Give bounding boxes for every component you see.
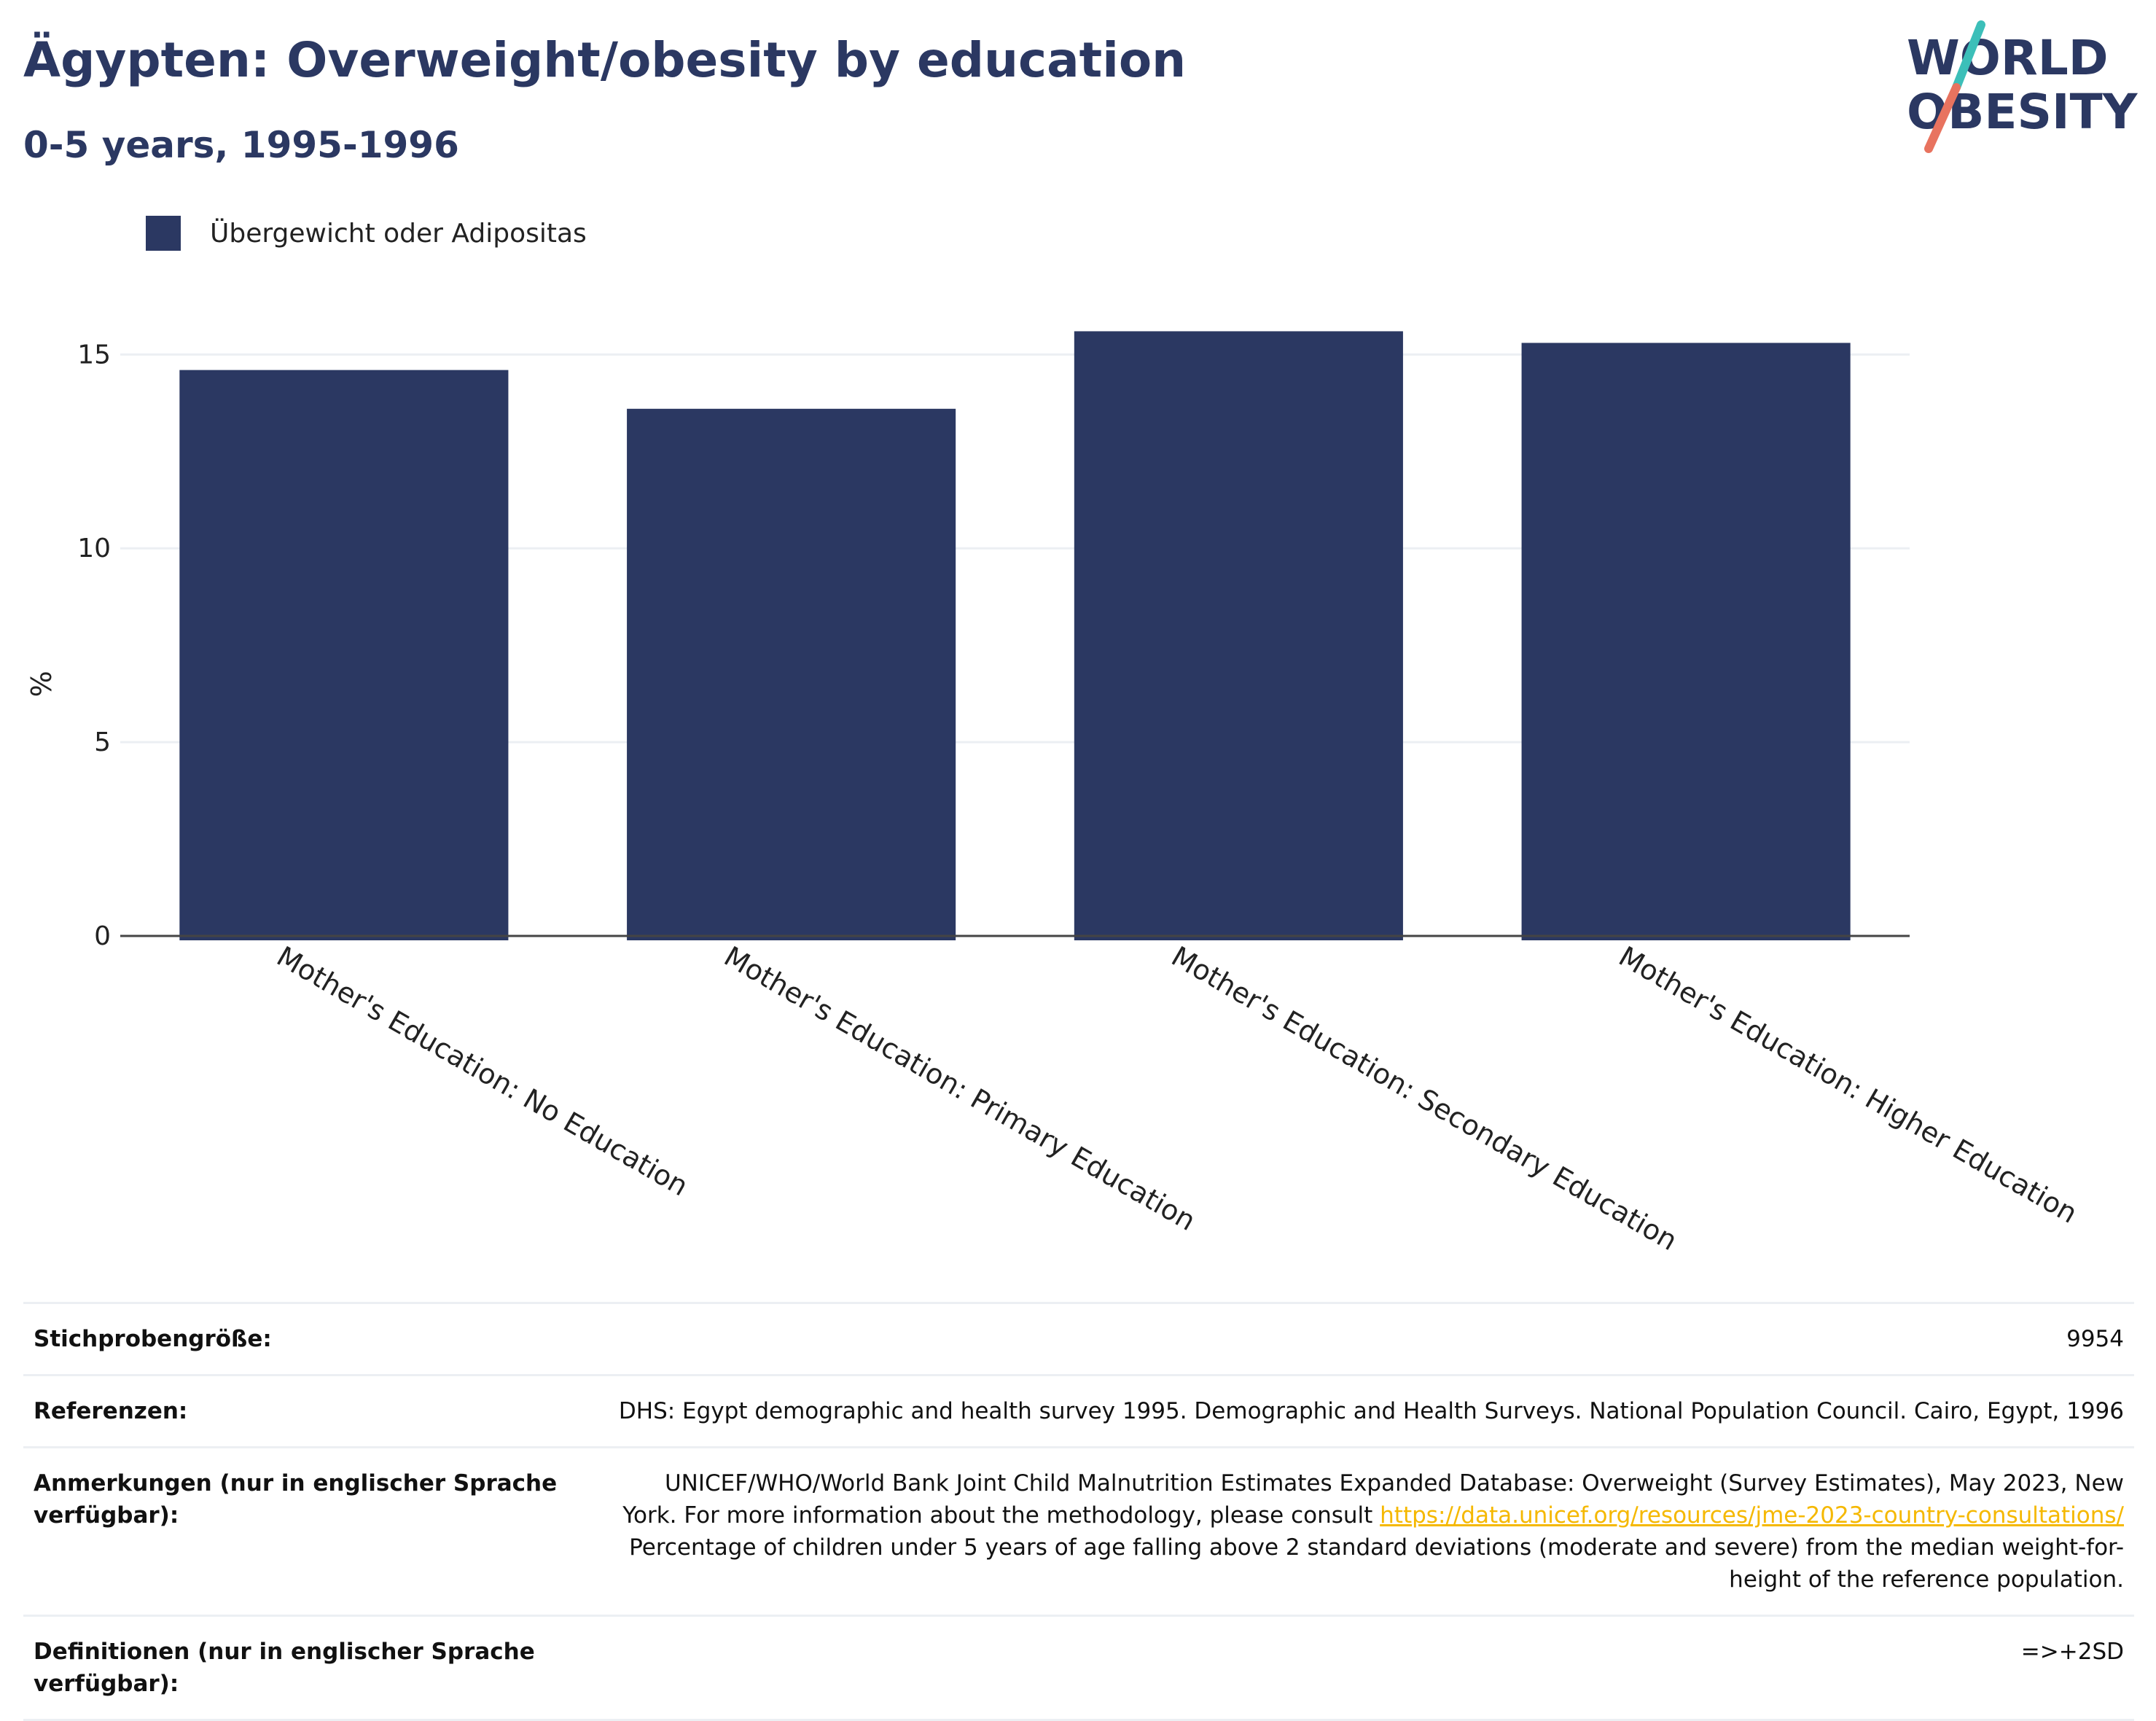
notes-label: Anmerkungen (nur in englischer Sprache v… — [34, 1470, 558, 1529]
sample-size-value: 9954 — [2066, 1326, 2124, 1352]
y-tick-label: 5 — [94, 727, 111, 757]
x-tick-label: Mother's Education: Secondary Education — [1166, 940, 1683, 1257]
logo-line-1: WORLD — [1907, 30, 2109, 86]
definitions-label: Definitionen (nur in englischer Sprache … — [34, 1639, 535, 1697]
notes-link[interactable]: https://data.unicef.org/resources/jme-20… — [1380, 1502, 2124, 1529]
y-tick-label: 10 — [77, 534, 111, 563]
bar — [1074, 331, 1403, 941]
y-tick-label: 0 — [94, 921, 111, 951]
notes-value: UNICEF/WHO/World Bank Joint Child Malnut… — [558, 1467, 2124, 1596]
notes-text-1: UNICEF/WHO/World Bank Joint Child Malnut… — [622, 1470, 2124, 1529]
x-tick-label: Mother's Education: Higher Education — [1614, 940, 2083, 1230]
notes-row: Anmerkungen (nur in englischer Sprache v… — [23, 1446, 2134, 1615]
sample-size-row: Stichprobengröße: 9954 — [23, 1302, 2134, 1374]
chart-subtitle: 0-5 years, 1995-1996 — [23, 124, 459, 166]
notes-text-2: Percentage of children under 5 years of … — [629, 1534, 2124, 1593]
x-tick-label: Mother's Education: Primary Education — [719, 940, 1201, 1237]
logo-slash-coral — [1924, 83, 1961, 153]
bar — [1521, 343, 1851, 940]
references-label: Referenzen: — [34, 1398, 188, 1424]
y-tick-label: 15 — [77, 340, 111, 370]
references-row: Referenzen: DHS: Egypt demographic and h… — [23, 1374, 2134, 1446]
references-value: DHS: Egypt demographic and health survey… — [618, 1398, 2124, 1424]
bar — [179, 370, 509, 940]
chart-legend[interactable]: Übergewicht oder Adipositas — [146, 216, 587, 251]
y-axis-title: % — [26, 671, 58, 697]
legend-swatch — [146, 216, 181, 251]
definitions-row: Definitionen (nur in englischer Sprache … — [23, 1615, 2134, 1721]
x-tick-label: Mother's Education: No Education — [271, 940, 693, 1203]
bar — [627, 408, 956, 940]
logo-slash-teal — [1952, 20, 1985, 92]
sample-size-label: Stichprobengröße: — [34, 1326, 272, 1352]
chart-title: Ägypten: Overweight/obesity by education — [23, 32, 1187, 88]
legend-label: Übergewicht oder Adipositas — [210, 218, 587, 249]
world-obesity-logo: WORLD OBESITY — [1907, 20, 2139, 153]
definitions-value: =>+2SD — [2020, 1639, 2124, 1665]
info-table: Stichprobengröße: 9954 Referenzen: DHS: … — [23, 1302, 2134, 1721]
